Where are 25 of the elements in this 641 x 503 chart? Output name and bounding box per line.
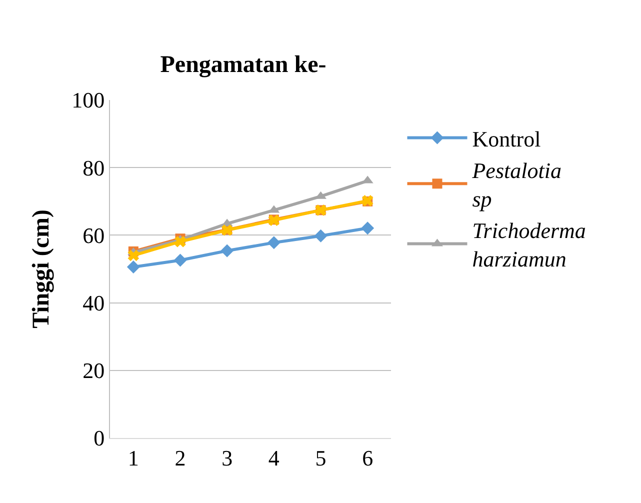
point xyxy=(128,250,140,262)
legend-label: Trichoderma harziamun xyxy=(472,218,586,272)
point xyxy=(126,260,140,274)
x-tick-label: 5 xyxy=(315,445,326,470)
legend-label: Kontrol xyxy=(472,126,541,152)
x-tick-label: 4 xyxy=(268,445,280,470)
x-tick-label: 1 xyxy=(128,445,139,470)
y-tick-label: 0 xyxy=(94,426,105,451)
y-axis-title: Tinggi (cm) xyxy=(28,210,55,328)
point xyxy=(174,254,187,267)
point xyxy=(314,229,328,242)
y-tick-label: 20 xyxy=(82,358,105,384)
y-tick-label: 60 xyxy=(82,222,105,248)
x-tick-label: 3 xyxy=(222,445,233,470)
y-tick-label: 40 xyxy=(82,290,105,316)
legend-label: Pestalotia sp xyxy=(471,158,562,212)
point xyxy=(361,222,374,235)
point xyxy=(267,236,280,250)
chart-title: Pengamatan ke- xyxy=(160,52,326,78)
x-tick-label: 2 xyxy=(174,445,186,470)
point xyxy=(174,236,186,248)
y-tick-label: 100 xyxy=(72,88,105,113)
y-tick-label: 80 xyxy=(82,155,105,180)
x-tick-label: 6 xyxy=(362,445,374,470)
point xyxy=(220,244,234,258)
